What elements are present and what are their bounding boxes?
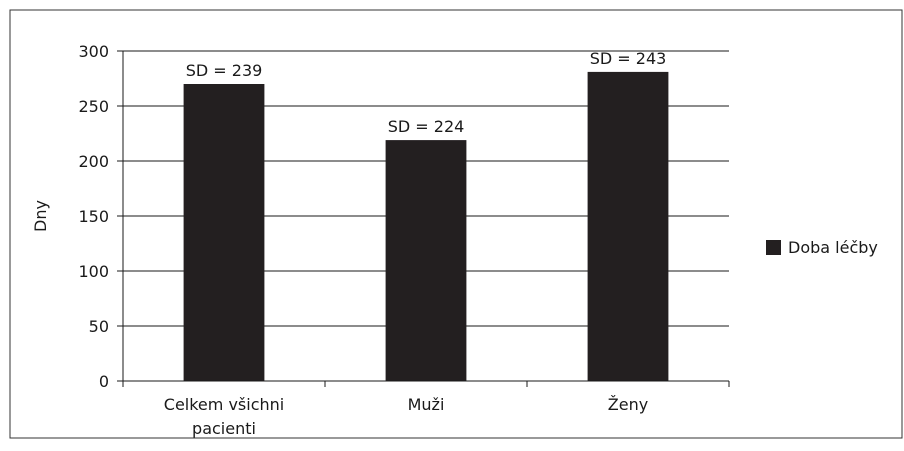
axes	[117, 50, 730, 387]
bar-annotations: SD = 239 SD = 224 SD = 243	[186, 49, 667, 136]
y-tick-label: 0	[99, 372, 109, 391]
x-tick-label: Celkem všichni pacienti	[164, 395, 284, 438]
x-tick-label: Ženy	[608, 395, 648, 414]
y-tick-label: 250	[78, 97, 109, 116]
y-axis-label: Dny	[31, 200, 50, 232]
x-tick-label-line: Celkem všichni	[164, 395, 284, 414]
bar	[385, 140, 467, 381]
x-tick-label-line: pacienti	[192, 419, 256, 438]
legend: Doba léčby	[766, 238, 878, 257]
y-tick-label: 200	[78, 152, 109, 171]
x-tick-label: Muži	[408, 395, 445, 414]
y-tick-label: 300	[78, 42, 109, 61]
y-tick-label: 150	[78, 207, 109, 226]
y-tick-labels: 0 50 100 150 200 250 300	[78, 42, 109, 391]
x-tick-label-line: Ženy	[608, 395, 648, 414]
sd-annotation: SD = 243	[590, 49, 667, 68]
sd-annotation: SD = 239	[186, 61, 263, 80]
bar	[183, 84, 265, 381]
x-tick-label-line: Muži	[408, 395, 445, 414]
bar	[587, 71, 669, 382]
bars	[183, 71, 669, 382]
x-tick-labels: Celkem všichni pacienti Muži Ženy	[164, 395, 648, 438]
legend-swatch	[766, 240, 781, 255]
y-tick-label: 100	[78, 262, 109, 281]
legend-label: Doba léčby	[788, 238, 878, 257]
sd-annotation: SD = 224	[388, 117, 465, 136]
chart-frame	[9, 9, 903, 439]
y-tick-label: 50	[89, 317, 109, 336]
